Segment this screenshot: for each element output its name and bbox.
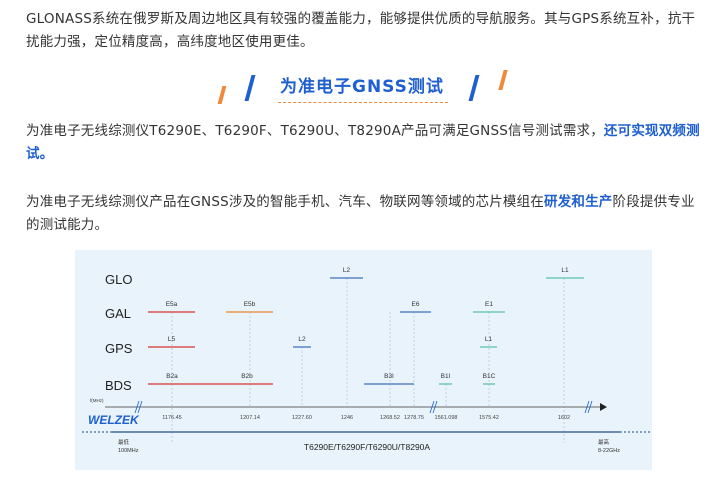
tick-label: 1207.14 (240, 415, 260, 421)
application-paragraph: 为准电子无线综测仪产品在GNSS涉及的智能手机、汽车、物联网等领域的芯片模组在研… (26, 191, 706, 237)
diagram-svg: GLO GAL GPS BDS 1176.45 1207.14 1227.60 1246 126… (82, 267, 650, 454)
band-label: B3I (384, 373, 394, 380)
band-label: L2 (298, 336, 306, 343)
welzek-logo: WELZEK (88, 413, 140, 427)
axis-break-icon (584, 400, 590, 414)
system-label-gal: GAL (105, 306, 131, 321)
system-label-bds: BDS (105, 378, 132, 393)
product-models: T6290E/T6290F/T6290U/T8290A (304, 442, 430, 452)
product-paragraph: 为准电子无线综测仪T6290E、T6290F、T6290U、T8290A产品可满… (26, 120, 706, 166)
tick-label: 1268.52 (380, 415, 400, 421)
axis-break-icon (134, 400, 140, 414)
application-tail: 阶段提供专业的测试能力。 (26, 194, 695, 233)
system-label-gps: GPS (105, 341, 133, 356)
system-label-glo: GLO (105, 272, 132, 287)
band-label: B2b (241, 373, 253, 380)
tick-label: 1227.60 (292, 415, 312, 421)
high-label: 最高 (598, 438, 610, 446)
band-label: L1 (561, 267, 569, 274)
band-label: L5 (168, 336, 176, 343)
decor-slash-blue (244, 75, 256, 101)
axis-arrow-icon (600, 403, 607, 411)
gnss-band-diagram: GLO GAL GPS BDS 1176.45 1207.14 1227.60 1246 126… (75, 250, 652, 470)
axis-break-icon (429, 400, 435, 414)
band-label: E1 (485, 301, 493, 308)
highlight-text: 还可实现双频测试。 (26, 123, 700, 162)
tick-label: 1575.42 (479, 415, 499, 421)
application-text: 为准电子无线综测仪产品在GNSS涉及的智能手机、汽车、物联网等领域的芯片模组在 (26, 194, 544, 210)
tick-label: 1246 (341, 415, 353, 421)
low-value: 100MHz (118, 448, 139, 454)
band-label: B2a (166, 373, 178, 380)
band-label: B1C (483, 373, 496, 380)
tick-label: 1561.098 (435, 415, 458, 421)
highlight-text: 研发和生产 (544, 194, 613, 210)
heading-underline (278, 102, 448, 103)
decor-slash-blue (468, 75, 480, 101)
decor-slash-orange (498, 70, 508, 90)
band-label: E5a (166, 301, 178, 308)
product-text: 为准电子无线综测仪T6290E、T6290F、T6290U、T8290A产品可满… (26, 123, 604, 139)
section-heading: 为准电子GNSS测试 (280, 77, 444, 97)
tick-label: 1602 (558, 415, 570, 421)
axis-break-icon (137, 400, 143, 414)
band-label: B1I (441, 373, 451, 380)
band-label: E6 (412, 301, 420, 308)
band-label: E5b (244, 301, 256, 308)
decor-slash-orange (217, 86, 227, 104)
band-label: L1 (485, 336, 493, 343)
intro-paragraph: GLONASS系统在俄罗斯及周边地区具有较强的覆盖能力，能够提供优质的导航服务。… (26, 11, 696, 50)
axis-break-icon (587, 400, 593, 414)
axis-label: f(MHz) (90, 398, 104, 403)
tick-label: 1278.75 (404, 415, 424, 421)
band-label: L2 (343, 267, 351, 274)
low-label: 最低 (118, 438, 130, 446)
axis-break-icon (432, 400, 438, 414)
high-value: 8-22GHz (598, 448, 620, 454)
tick-label: 1176.45 (162, 415, 181, 421)
